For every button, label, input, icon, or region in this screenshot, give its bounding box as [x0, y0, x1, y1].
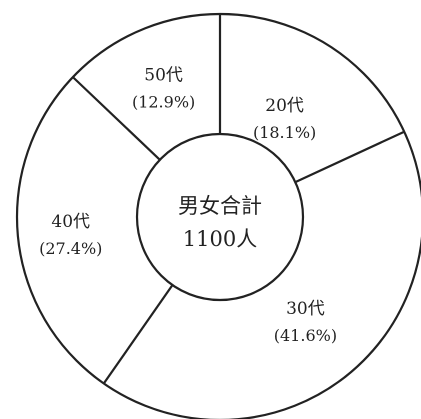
slice-divider: [102, 284, 174, 385]
slice-label: 20代: [265, 96, 304, 116]
slice-label: 40代: [51, 212, 90, 232]
slice-label: 50代: [144, 66, 183, 86]
slice-label: 30代: [286, 299, 325, 319]
slice-percentage: (27.4%): [39, 239, 102, 258]
slice-percentage: (41.6%): [274, 326, 337, 345]
center-circle: [135, 132, 305, 302]
slice-dividers: [72, 14, 405, 385]
center-label-total: 男女合計: [178, 194, 262, 218]
slice-divider: [294, 130, 405, 184]
slice-labels: 20代 (18.1%) 30代 (41.6%) 40代 (27.4%) 50代 (12.9%): [39, 66, 337, 345]
slice-percentage: (18.1%): [253, 123, 316, 142]
center-label-count: 1100人: [183, 227, 257, 251]
slice-percentage: (12.9%): [132, 93, 195, 112]
slice-divider: [72, 76, 161, 161]
